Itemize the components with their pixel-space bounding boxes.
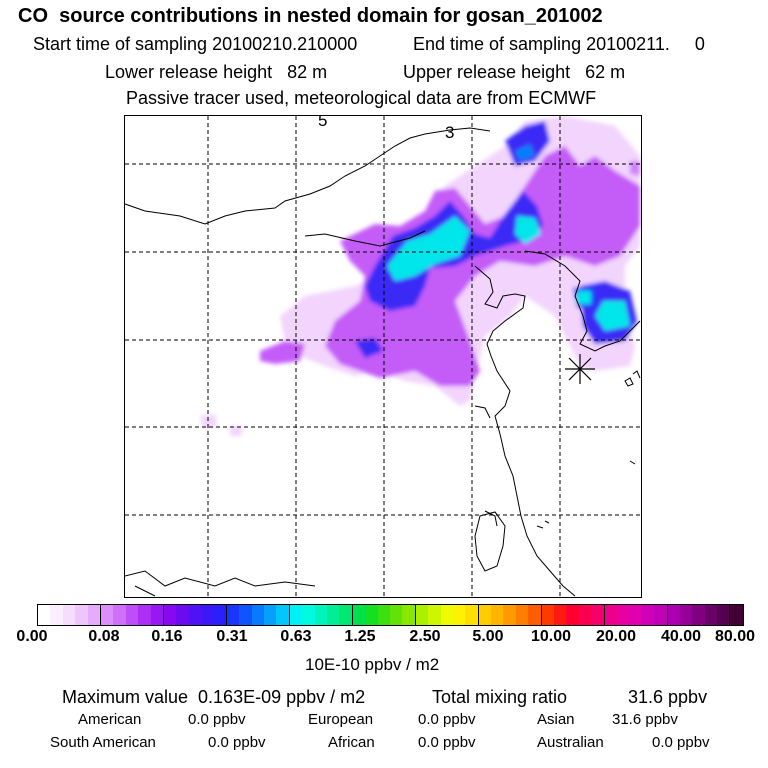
source-name-african: African (328, 734, 375, 751)
colorbar-swatch (515, 605, 529, 625)
colorbar-swatch (150, 605, 163, 625)
colorbar-swatch (87, 605, 100, 625)
colorbar-swatch (540, 605, 555, 625)
coastlines (125, 127, 641, 597)
colorbar-swatch (326, 605, 340, 625)
contour-label: 5 (318, 116, 327, 130)
colorbar-swatch (414, 605, 429, 625)
concentration-field (200, 116, 640, 436)
colorbar-swatch (616, 605, 630, 625)
map-canvas: 5 3 (125, 116, 641, 597)
colorbar-swatch (465, 605, 478, 625)
colorbar-swatch (377, 605, 390, 625)
colorbar-swatch (213, 605, 226, 625)
colorbar-swatch (162, 605, 177, 625)
colorbar-tick: 80.00 (714, 628, 756, 645)
source-name-south-american: South American (50, 734, 156, 751)
colorbar-swatch (717, 605, 730, 625)
colorbar-tick: 0.31 (216, 628, 248, 645)
colorbar-tick: 2.50 (409, 628, 441, 645)
colorbar-swatch (704, 605, 718, 625)
colorbar-swatch (566, 605, 579, 625)
tracer-info: Passive tracer used, meteorological data… (126, 88, 597, 108)
colorbar-swatch (50, 605, 63, 625)
colorbar-swatch (188, 605, 202, 625)
colorbar-swatch (603, 605, 617, 625)
colorbar-tick: 0.08 (88, 628, 120, 645)
colorbar-swatch (251, 605, 265, 625)
colorbar-swatch (389, 605, 403, 625)
colorbar-swatch (62, 605, 76, 625)
colorbar-swatch (629, 605, 642, 625)
colorbar-units: 10E-10 ppbv / m2 (305, 655, 440, 674)
lat-lon-grid (125, 116, 641, 597)
colorbar-swatch (679, 605, 693, 625)
colorbar-swatch (641, 605, 655, 625)
colorbar-swatch (201, 605, 214, 625)
colorbar-tick: 20.00 (595, 628, 637, 645)
colorbar-swatch (452, 605, 466, 625)
colorbar-swatch (264, 605, 277, 625)
colorbar-swatch (75, 605, 88, 625)
asterisk-icon (565, 354, 595, 384)
colorbar-swatch (239, 605, 252, 625)
source-value-african: 0.0 ppbv (418, 734, 476, 751)
source-name-australian: Australian (537, 734, 604, 751)
colorbar-swatch (276, 605, 289, 625)
colorbar-tick: 0.63 (280, 628, 312, 645)
colorbar-swatch (428, 605, 441, 625)
colorbar-swatch (402, 605, 415, 625)
colorbar-swatch (38, 605, 51, 625)
contour-label: 3 (445, 123, 454, 142)
colorbar-swatch (477, 605, 492, 625)
colorbar-swatch (125, 605, 139, 625)
colorbar-swatch (138, 605, 151, 625)
colorbar-tick: 40.00 (660, 628, 702, 645)
source-name-european: European (308, 711, 374, 728)
upper-release-height: Upper release height 62 m (403, 62, 626, 82)
colorbar-swatch (225, 605, 240, 625)
source-value-south-american: 0.0 ppbv (208, 734, 266, 751)
colorbar-swatch (491, 605, 504, 625)
colorbar-swatch (666, 605, 680, 625)
colorbar-swatch (314, 605, 327, 625)
colorbar-swatch (113, 605, 126, 625)
colorbar-swatch (654, 605, 667, 625)
colorbar-swatch (351, 605, 366, 625)
source-value-asian: 31.6 ppbv (612, 711, 678, 728)
max-value-label: Maximum value 0.163E-09 ppbv / m2 (62, 687, 366, 707)
total-mixing-value: 31.6 ppbv (628, 687, 708, 707)
colorbar-swatch (99, 605, 114, 625)
colorbar-tick: 5.00 (472, 628, 504, 645)
colorbar-tick: 0.16 (151, 628, 183, 645)
colorbar-swatch (729, 605, 743, 625)
map-panel: 5 3 (124, 115, 642, 598)
colorbar-tick: 1.25 (344, 628, 376, 645)
end-time-label: End time of sampling 20100211. 0 (413, 34, 705, 54)
colorbar-tick: 10.00 (530, 628, 572, 645)
colorbar-swatch (578, 605, 592, 625)
colorbar-swatch (302, 605, 315, 625)
lower-release-height: Lower release height 82 m (105, 62, 328, 82)
colorbar-swatch (692, 605, 705, 625)
source-value-european: 0.0 ppbv (418, 711, 476, 728)
colorbar-swatch (339, 605, 352, 625)
source-value-australian: 0.0 ppbv (652, 734, 710, 751)
colorbar-tick: 0.00 (16, 628, 48, 645)
colorbar-swatch (554, 605, 567, 625)
plot-title: CO source contributions in nested domain… (18, 5, 603, 27)
start-time-label: Start time of sampling 20100210.210000 (33, 34, 358, 54)
colorbar-swatch (591, 605, 604, 625)
total-mixing-label: Total mixing ratio (432, 687, 568, 707)
colorbar-swatch (176, 605, 189, 625)
colorbar-swatch (528, 605, 541, 625)
colorbar-swatch (288, 605, 303, 625)
colorbar-swatch (503, 605, 516, 625)
source-name-asian: Asian (537, 711, 575, 728)
source-name-american: American (78, 711, 142, 728)
colorbar-swatch (365, 605, 378, 625)
color-scale-bar (37, 604, 744, 626)
source-value-american: 0.0 ppbv (188, 711, 246, 728)
colorbar-swatch (440, 605, 453, 625)
